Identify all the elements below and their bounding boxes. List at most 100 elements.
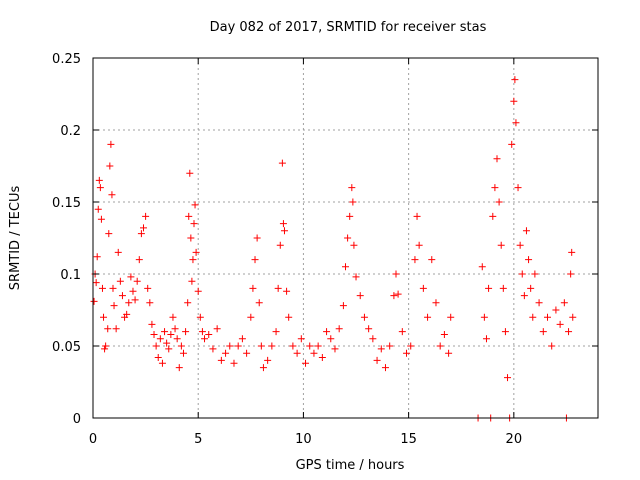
data-point: [165, 345, 173, 353]
plot-frame: [92, 57, 599, 419]
data-point: [116, 277, 124, 285]
chart-title: Day 082 of 2017, SRMTID for receiver sta…: [210, 20, 487, 35]
data-point: [386, 342, 394, 350]
data-point: [179, 349, 187, 357]
data-point: [276, 241, 284, 249]
data-point: [482, 335, 490, 343]
data-points: [90, 76, 577, 422]
data-point: [247, 313, 255, 321]
data-point: [148, 320, 156, 328]
data-point: [407, 342, 415, 350]
data-point: [293, 349, 301, 357]
y-tick-label: 0.2: [60, 124, 81, 139]
data-point: [150, 330, 158, 338]
data-point: [140, 224, 147, 232]
data-point: [217, 356, 225, 364]
data-point: [565, 328, 573, 336]
data-point: [508, 140, 516, 148]
data-point: [163, 339, 171, 347]
data-point: [567, 270, 575, 278]
data-point: [201, 335, 209, 343]
data-point: [97, 215, 105, 223]
data-point: [501, 328, 509, 336]
data-point: [142, 212, 150, 220]
y-axis-label: SRMTID / TECUs: [8, 186, 23, 291]
data-point: [491, 184, 499, 192]
data-point: [381, 364, 389, 372]
data-point: [499, 284, 507, 292]
data-point: [436, 342, 444, 350]
data-point: [209, 345, 217, 353]
data-point: [156, 335, 164, 343]
data-point: [129, 287, 137, 295]
data-point: [411, 256, 419, 264]
data-point: [238, 335, 246, 343]
data-point: [510, 97, 518, 105]
data-point: [93, 253, 101, 261]
data-point: [535, 299, 543, 307]
data-point: [154, 354, 162, 362]
data-point: [522, 227, 530, 235]
data-point: [135, 256, 143, 264]
data-point: [268, 342, 276, 350]
data-point: [131, 296, 139, 304]
data-point: [173, 335, 181, 343]
data-point: [100, 313, 108, 321]
data-point: [264, 356, 272, 364]
data-point: [158, 359, 166, 367]
data-point: [152, 342, 160, 350]
y-tick-label: 0.05: [52, 340, 81, 355]
data-point: [413, 212, 421, 220]
data-point: [253, 234, 261, 242]
data-point: [177, 342, 185, 350]
data-point: [511, 76, 519, 84]
data-point: [194, 287, 202, 295]
data-point: [107, 140, 115, 148]
x-tick-label: 20: [506, 432, 523, 447]
data-point: [114, 248, 122, 256]
data-point: [289, 342, 297, 350]
data-point: [96, 184, 104, 192]
data-point: [108, 191, 116, 199]
y-tick-label: 0.1: [60, 268, 81, 283]
data-point: [342, 263, 349, 271]
data-point: [327, 335, 335, 343]
data-point: [283, 287, 291, 295]
data-point: [394, 290, 402, 298]
data-point: [278, 159, 286, 167]
data-point: [373, 356, 381, 364]
data-point: [213, 325, 221, 333]
data-point: [198, 328, 206, 336]
data-point: [187, 234, 195, 242]
data-point: [161, 328, 169, 336]
data-point: [118, 292, 126, 300]
data-point: [569, 313, 577, 321]
data-point: [485, 284, 493, 292]
data-point: [349, 198, 357, 206]
data-point: [419, 284, 427, 292]
data-point: [548, 342, 556, 350]
data-point: [104, 325, 112, 333]
data-point: [196, 313, 204, 321]
data-point: [529, 313, 537, 321]
data-point: [169, 313, 177, 321]
data-point: [272, 328, 280, 336]
data-point: [344, 234, 352, 242]
data-point: [339, 302, 347, 310]
data-point: [392, 270, 400, 278]
x-tick-label: 0: [89, 432, 97, 447]
data-point: [478, 263, 486, 271]
data-point: [403, 349, 411, 357]
data-point: [346, 212, 354, 220]
data-point: [424, 313, 432, 321]
data-point: [144, 284, 152, 292]
y-tick-label: 0.15: [52, 196, 81, 211]
data-point: [531, 270, 539, 278]
data-point: [335, 325, 343, 333]
data-point: [94, 205, 102, 213]
data-point: [314, 342, 322, 350]
data-point: [190, 220, 198, 228]
data-point: [109, 284, 117, 292]
